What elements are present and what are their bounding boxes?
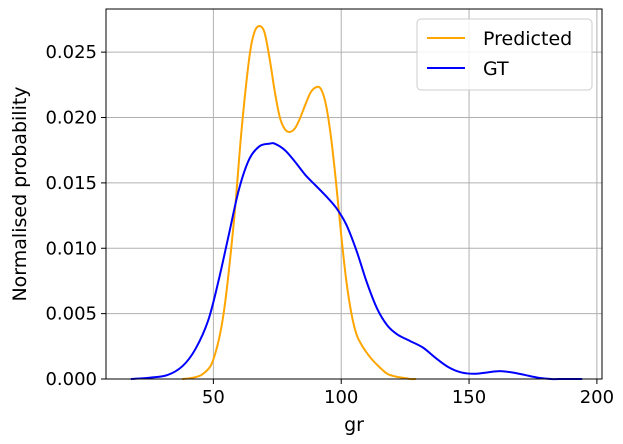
legend-box	[416, 18, 593, 91]
x-tick-label: 200	[580, 387, 614, 408]
x-axis-label: gr	[344, 414, 364, 436]
x-axis-ticks: 50 100 150 200	[202, 379, 614, 408]
series-line-predicted	[181, 25, 417, 381]
legend: Predicted GT	[416, 18, 593, 91]
x-tick-label: 50	[202, 387, 225, 408]
y-tick-label: 0.005	[45, 304, 97, 325]
y-tick-label: 0.015	[45, 173, 97, 194]
series-group	[130, 25, 583, 381]
y-tick-label: 0.025	[45, 42, 97, 63]
x-tick-label: 150	[452, 387, 486, 408]
y-axis-label: Normalised probability	[9, 86, 31, 301]
legend-label-predicted: Predicted	[483, 28, 572, 50]
y-tick-label: 0.020	[45, 108, 97, 129]
y-tick-label: 0.010	[45, 238, 97, 259]
plot-frame	[105, 8, 603, 380]
series-line-gt	[130, 142, 583, 381]
y-axis-ticks: 0.000 0.005 0.010 0.015 0.020 0.025	[45, 42, 106, 390]
y-tick-label: 0.000	[45, 369, 97, 390]
x-tick-label: 100	[324, 387, 358, 408]
legend-label-gt: GT	[483, 58, 509, 80]
